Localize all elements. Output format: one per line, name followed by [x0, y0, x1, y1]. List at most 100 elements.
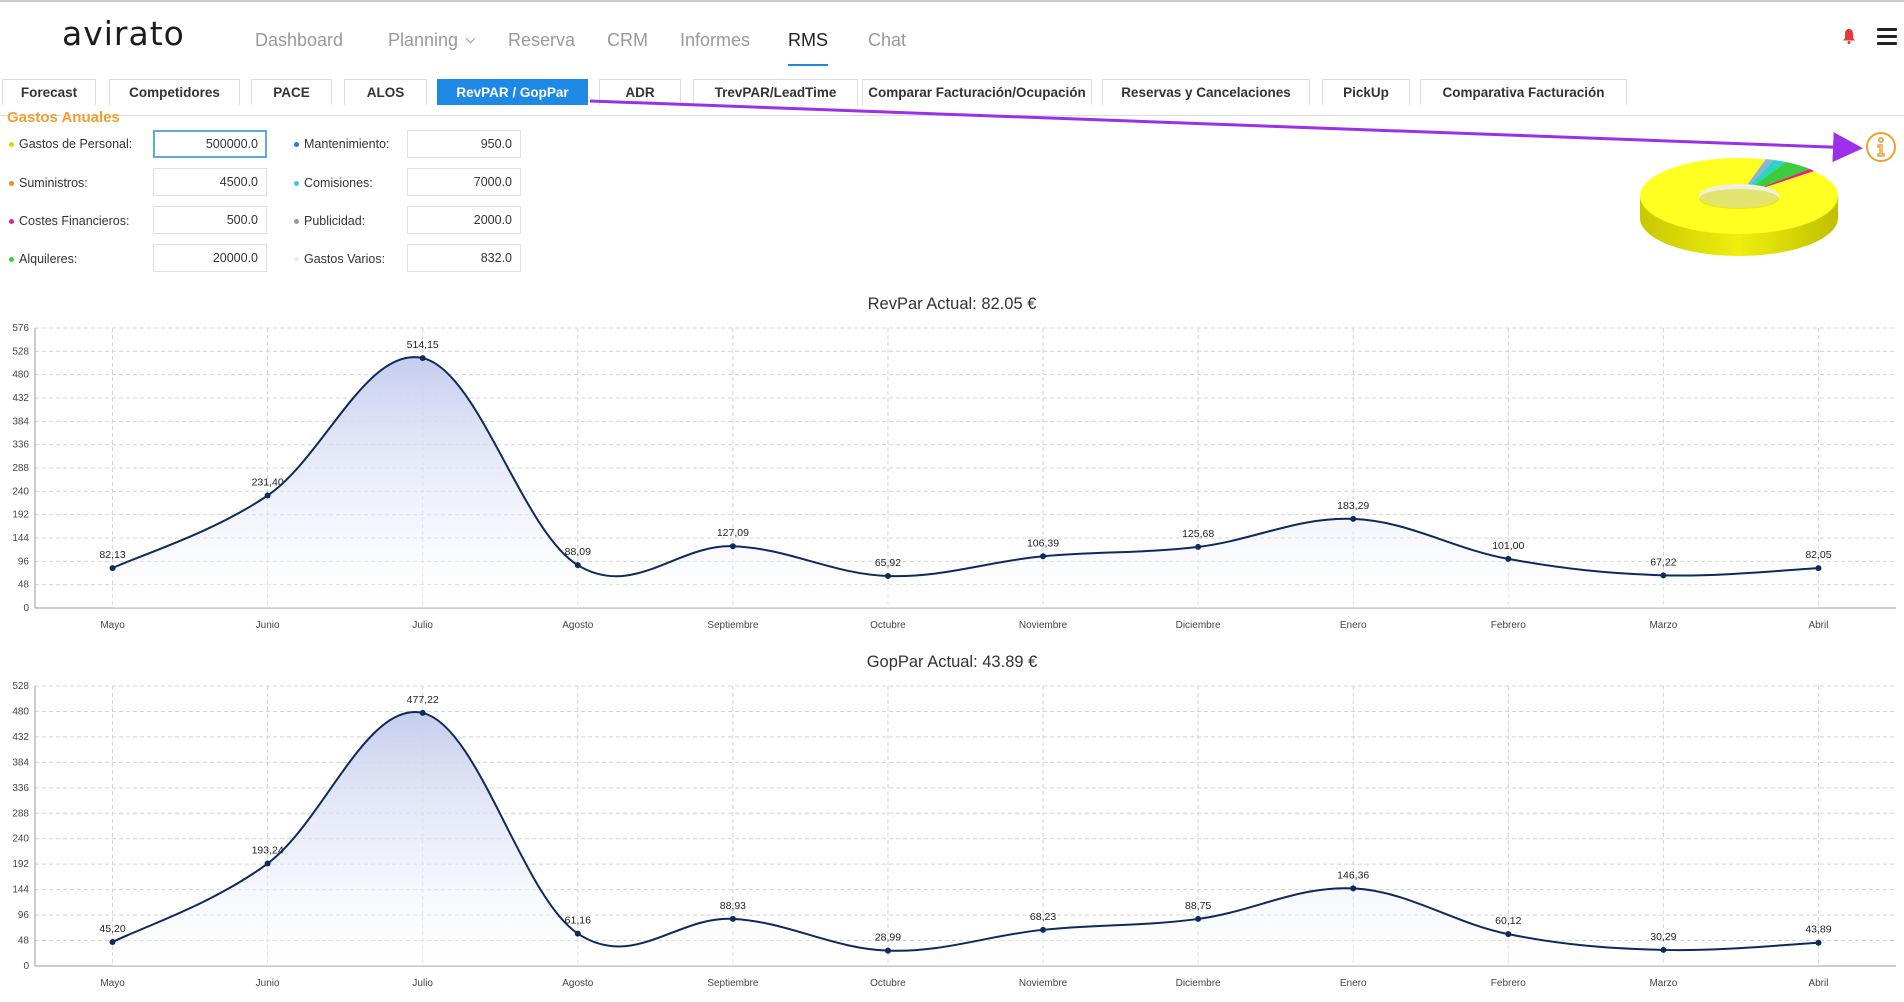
x-tick-label: Mayo	[100, 620, 125, 630]
data-point	[1040, 926, 1047, 933]
series-area	[112, 712, 1819, 966]
data-point	[574, 562, 581, 569]
x-tick-label: Junio	[256, 620, 280, 630]
label-text: Publicidad:	[304, 214, 366, 228]
legend-dot	[294, 256, 299, 262]
label-text: Alquileres:	[19, 252, 78, 266]
nav-reserva[interactable]: Reserva	[508, 30, 575, 51]
x-tick-label: Enero	[1340, 978, 1367, 989]
data-point	[574, 930, 581, 937]
legend-dot	[294, 141, 299, 147]
expenses-donut-chart[interactable]	[1636, 148, 1842, 260]
legend-dot	[9, 180, 14, 186]
data-point	[1505, 555, 1512, 562]
expense-label-comisiones: Comisiones:	[294, 176, 373, 190]
gastos-personal-input[interactable]: 500000.0	[153, 130, 267, 158]
data-label: 146,36	[1337, 869, 1369, 881]
tab-revpar-goppar[interactable]: RevPAR / GopPar	[437, 79, 588, 105]
suministros-input[interactable]: 4500.0	[153, 168, 267, 196]
data-label: 101,00	[1492, 540, 1524, 552]
x-tick-label: Diciembre	[1176, 620, 1221, 630]
data-point	[729, 915, 736, 922]
tab-reservas-cancelaciones[interactable]: Reservas y Cancelaciones	[1102, 79, 1310, 105]
label-text: Gastos Varios:	[304, 252, 386, 266]
data-point	[1350, 885, 1357, 892]
rms-tabs: Forecast Competidores PACE ALOS RevPAR /…	[0, 79, 1904, 116]
data-label: 88,75	[1185, 900, 1211, 912]
y-tick-label: 144	[12, 885, 29, 896]
tab-alos[interactable]: ALOS	[344, 79, 427, 105]
y-tick-label: 480	[12, 706, 29, 717]
info-icon[interactable]	[1865, 131, 1897, 163]
expense-label-alquileres: Alquileres:	[9, 252, 77, 266]
expense-label-mantenimiento: Mantenimiento:	[294, 137, 389, 151]
publicidad-input[interactable]: 2000.0	[407, 206, 521, 234]
data-point	[1505, 931, 1512, 938]
label-text: Gastos de Personal:	[19, 137, 133, 151]
data-point	[419, 709, 426, 716]
tab-comparativa-facturacion[interactable]: Comparativa Facturación	[1420, 79, 1627, 105]
x-tick-label: Agosto	[562, 978, 594, 989]
y-tick-label: 288	[12, 463, 29, 474]
data-point	[1815, 565, 1822, 572]
data-label: 67,22	[1650, 556, 1676, 568]
data-point	[884, 947, 891, 954]
data-label: 106,39	[1027, 537, 1059, 549]
nav-rms[interactable]: RMS	[788, 30, 828, 66]
y-tick-label: 96	[18, 910, 30, 921]
data-point	[1040, 553, 1047, 560]
data-point	[1350, 515, 1357, 522]
tab-pace[interactable]: PACE	[251, 79, 332, 105]
x-tick-label: Septiembre	[707, 978, 759, 989]
x-tick-label: Febrero	[1491, 620, 1526, 630]
series-area	[112, 357, 1819, 608]
tab-competidores[interactable]: Competidores	[109, 79, 240, 105]
data-label: 193,24	[252, 845, 284, 857]
x-tick-label: Junio	[256, 978, 280, 989]
y-tick-label: 0	[23, 961, 29, 972]
data-label: 125,68	[1182, 528, 1214, 540]
annotation-arrow	[589, 99, 1863, 163]
nav-label: Reserva	[508, 30, 576, 50]
y-tick-label: 192	[12, 510, 29, 521]
gastos-varios-input[interactable]: 832.0	[407, 244, 521, 272]
tab-trevpar-leadtime[interactable]: TrevPAR/LeadTime	[693, 79, 858, 105]
alquileres-input[interactable]: 20000.0	[153, 244, 267, 272]
nav-planning[interactable]: Planning	[388, 30, 476, 51]
comisiones-input[interactable]: 7000.0	[407, 168, 521, 196]
nav-crm[interactable]: CRM	[607, 30, 648, 51]
data-point	[1195, 915, 1202, 922]
legend-dot	[9, 256, 14, 262]
x-tick-label: Septiembre	[707, 620, 759, 630]
data-label: 28,99	[875, 932, 901, 944]
x-tick-label: Mayo	[100, 978, 125, 989]
tab-comparar-facturacion-ocupacion[interactable]: Comparar Facturación/Ocupación	[862, 79, 1092, 105]
goppar-chart-svg: 0 48 96 144 192 240 288 336 384 432 480 528 Mayo Juni…	[12, 681, 1896, 989]
bell-icon[interactable]	[1842, 28, 1856, 44]
tab-pickup[interactable]: PickUp	[1322, 79, 1410, 105]
y-tick-label: 432	[12, 732, 29, 743]
tab-forecast[interactable]: Forecast	[2, 79, 96, 105]
hamburger-menu-icon[interactable]	[1877, 28, 1897, 45]
expense-label-costes-financieros: Costes Financieros:	[9, 214, 129, 228]
expense-label-suministros: Suministros:	[9, 176, 88, 190]
nav-dashboard[interactable]: Dashboard	[255, 30, 343, 51]
data-point	[1660, 572, 1667, 579]
mantenimiento-input[interactable]: 950.0	[407, 130, 521, 158]
x-tick-label: Diciembre	[1176, 978, 1221, 989]
x-tick-label: Octubre	[870, 978, 906, 989]
data-label: 45,20	[99, 923, 125, 935]
avirato-logo[interactable]: avirato	[62, 14, 185, 53]
data-label: 82,05	[1805, 549, 1831, 561]
costes-financieros-input[interactable]: 500.0	[153, 206, 267, 234]
revpar-chart-title: RevPar Actual: 82.05 €	[867, 295, 1037, 313]
data-point	[109, 939, 116, 946]
data-point	[264, 860, 271, 867]
legend-dot	[294, 180, 299, 186]
data-point	[1660, 946, 1667, 953]
y-tick-label: 240	[12, 486, 29, 497]
legend-dot	[294, 218, 299, 224]
x-tick-label: Abril	[1808, 620, 1828, 630]
nav-chat[interactable]: Chat	[868, 30, 906, 51]
nav-informes[interactable]: Informes	[680, 30, 750, 51]
